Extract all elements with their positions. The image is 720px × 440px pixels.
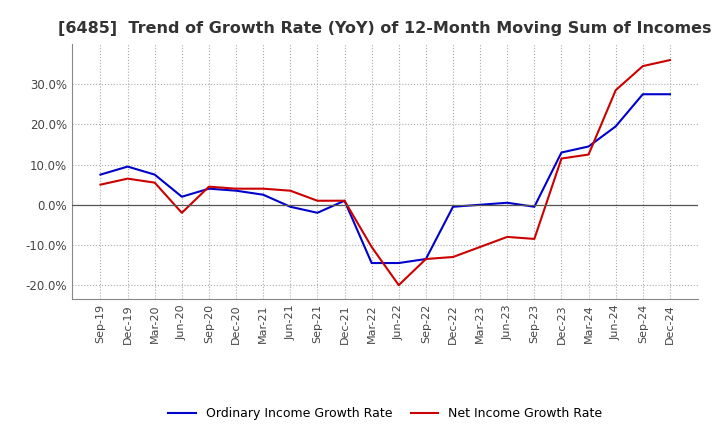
Net Income Growth Rate (611, 88, 620, 93)
Net Income Growth Rate (449, 254, 457, 260)
Ordinary Income Growth Rate (449, 204, 457, 209)
Ordinary Income Growth Rate (557, 150, 566, 155)
Ordinary Income Growth Rate (96, 172, 105, 177)
Ordinary Income Growth Rate (421, 257, 430, 262)
Net Income Growth Rate (123, 176, 132, 181)
Ordinary Income Growth Rate (286, 204, 294, 209)
Net Income Growth Rate (557, 156, 566, 161)
Net Income Growth Rate (421, 257, 430, 262)
Net Income Growth Rate (150, 180, 159, 185)
Net Income Growth Rate (665, 58, 674, 63)
Net Income Growth Rate (232, 186, 240, 191)
Net Income Growth Rate (96, 182, 105, 187)
Ordinary Income Growth Rate (150, 172, 159, 177)
Ordinary Income Growth Rate (530, 204, 539, 209)
Line: Net Income Growth Rate: Net Income Growth Rate (101, 60, 670, 285)
Net Income Growth Rate (204, 184, 213, 189)
Ordinary Income Growth Rate (313, 210, 322, 216)
Net Income Growth Rate (395, 282, 403, 288)
Net Income Growth Rate (503, 234, 511, 239)
Ordinary Income Growth Rate (178, 194, 186, 199)
Net Income Growth Rate (313, 198, 322, 203)
Net Income Growth Rate (639, 63, 647, 69)
Ordinary Income Growth Rate (232, 188, 240, 193)
Net Income Growth Rate (584, 152, 593, 157)
Net Income Growth Rate (259, 186, 268, 191)
Ordinary Income Growth Rate (611, 124, 620, 129)
Ordinary Income Growth Rate (503, 200, 511, 205)
Ordinary Income Growth Rate (259, 192, 268, 198)
Net Income Growth Rate (286, 188, 294, 193)
Ordinary Income Growth Rate (584, 144, 593, 149)
Ordinary Income Growth Rate (123, 164, 132, 169)
Net Income Growth Rate (178, 210, 186, 216)
Ordinary Income Growth Rate (367, 260, 376, 266)
Ordinary Income Growth Rate (341, 198, 349, 203)
Ordinary Income Growth Rate (639, 92, 647, 97)
Ordinary Income Growth Rate (395, 260, 403, 266)
Line: Ordinary Income Growth Rate: Ordinary Income Growth Rate (101, 94, 670, 263)
Net Income Growth Rate (476, 244, 485, 249)
Legend: Ordinary Income Growth Rate, Net Income Growth Rate: Ordinary Income Growth Rate, Net Income … (163, 403, 608, 425)
Title: [6485]  Trend of Growth Rate (YoY) of 12-Month Moving Sum of Incomes: [6485] Trend of Growth Rate (YoY) of 12-… (58, 21, 712, 36)
Ordinary Income Growth Rate (665, 92, 674, 97)
Net Income Growth Rate (367, 244, 376, 249)
Ordinary Income Growth Rate (204, 186, 213, 191)
Ordinary Income Growth Rate (476, 202, 485, 207)
Net Income Growth Rate (341, 198, 349, 203)
Net Income Growth Rate (530, 236, 539, 242)
